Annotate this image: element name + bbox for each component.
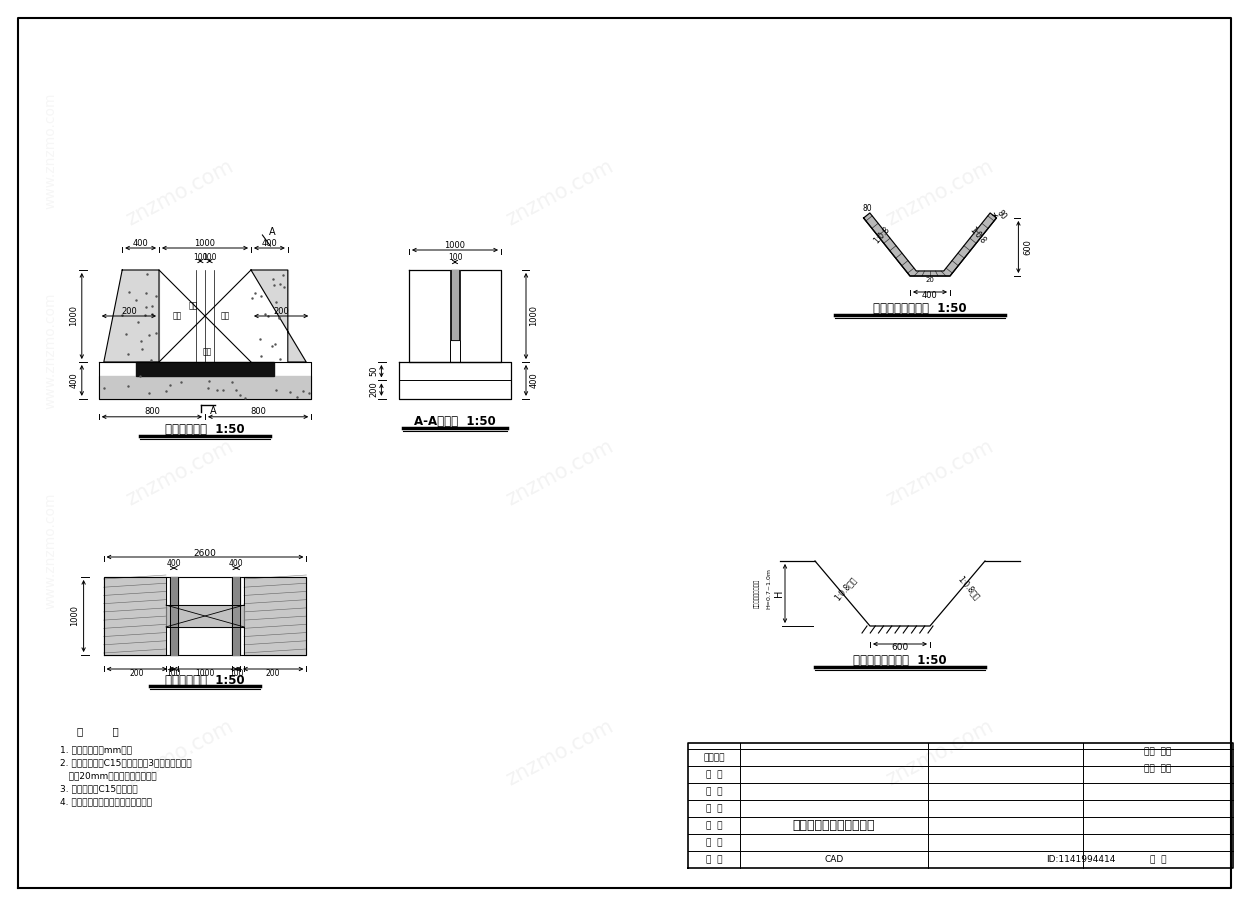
Text: 400: 400	[132, 239, 149, 248]
Text: 渠道开挖横断面图  1:50: 渠道开挖横断面图 1:50	[853, 654, 947, 668]
Text: 1000: 1000	[70, 605, 79, 627]
Text: 闸门: 闸门	[189, 302, 197, 311]
Text: CAD: CAD	[824, 855, 843, 864]
Text: 4. 工程施工应按有关规范要求施工。: 4. 工程施工应按有关规范要求施工。	[60, 797, 152, 806]
Text: H=0.7~1.0m: H=0.7~1.0m	[767, 568, 772, 609]
Text: 800: 800	[144, 408, 160, 416]
Text: 80: 80	[994, 209, 1008, 222]
Text: 800: 800	[250, 408, 266, 416]
Text: 设计证号: 设计证号	[703, 753, 724, 762]
Text: 尺寸视具体情况而定: 尺寸视具体情况而定	[754, 579, 759, 608]
Text: 400: 400	[530, 372, 538, 389]
Text: 3. 挡土墙采用C15混凝土。: 3. 挡土墙采用C15混凝土。	[60, 784, 137, 793]
Text: 400: 400	[922, 292, 938, 301]
Text: 1:0.8坡线: 1:0.8坡线	[955, 574, 980, 602]
Text: 2. 渠道衬砂采用C15混凝土，每3米设一伸缩缝，: 2. 渠道衬砂采用C15混凝土，每3米设一伸缩缝，	[60, 758, 191, 767]
Text: 200: 200	[274, 306, 289, 315]
Text: 缝宽20mm，用沥青杆板剥缝。: 缝宽20mm，用沥青杆板剥缝。	[60, 771, 156, 780]
Text: 设  计: 设 计	[706, 787, 722, 796]
Text: 说         明: 说 明	[77, 726, 119, 736]
Polygon shape	[136, 362, 274, 376]
Text: 进水闸剪面图  1:50: 进水闸剪面图 1:50	[165, 423, 245, 437]
Text: znzmo.com: znzmo.com	[122, 437, 237, 510]
Text: ID:1141994414: ID:1141994414	[1045, 855, 1115, 864]
Text: 200: 200	[121, 306, 137, 315]
Text: 400: 400	[261, 239, 277, 248]
Text: znzmo.com: znzmo.com	[503, 437, 617, 510]
Text: 1:0.8: 1:0.8	[968, 226, 988, 246]
Text: 水陡小水工程平面布置图: 水陡小水工程平面布置图	[793, 819, 876, 832]
Text: A: A	[210, 406, 216, 416]
Text: 制  图: 制 图	[706, 770, 722, 779]
Text: www.znzmo.com: www.znzmo.com	[42, 493, 57, 609]
Text: www.znzmo.com: www.znzmo.com	[42, 293, 57, 409]
Text: znzmo.com: znzmo.com	[503, 157, 617, 230]
Text: 100: 100	[447, 254, 462, 263]
Text: 施工  阶段: 施工 阶段	[1144, 764, 1172, 773]
Text: 600: 600	[892, 643, 908, 652]
Polygon shape	[863, 213, 997, 276]
Text: 1:0.8坡线: 1:0.8坡线	[833, 574, 858, 602]
Text: 100: 100	[202, 253, 217, 262]
Text: 200: 200	[266, 669, 281, 678]
Text: 200: 200	[130, 669, 144, 678]
Polygon shape	[166, 605, 244, 627]
Text: znzmo.com: znzmo.com	[503, 717, 617, 790]
Text: www.znzmo.com: www.znzmo.com	[42, 92, 57, 209]
Text: A-A剪面图  1:50: A-A剪面图 1:50	[415, 415, 496, 429]
Text: znzmo.com: znzmo.com	[883, 717, 997, 790]
Text: 600: 600	[1023, 239, 1032, 255]
Polygon shape	[99, 376, 311, 399]
Text: 核  定: 核 定	[706, 838, 722, 847]
Text: znzmo.com: znzmo.com	[883, 157, 997, 230]
Text: 1000: 1000	[530, 305, 538, 326]
Text: znzmo.com: znzmo.com	[122, 157, 237, 230]
Text: 1000: 1000	[69, 305, 79, 326]
Text: 400: 400	[229, 560, 244, 568]
Text: 闸槽: 闸槽	[172, 312, 181, 321]
Text: 闸槽: 闸槽	[202, 348, 211, 356]
Text: 水工  部分: 水工 部分	[1144, 747, 1172, 756]
Text: 1. 本图尺寸均以mm计。: 1. 本图尺寸均以mm计。	[60, 745, 132, 754]
Polygon shape	[232, 577, 240, 655]
Text: 图  号: 图 号	[1150, 855, 1167, 864]
Polygon shape	[104, 270, 159, 362]
Text: H: H	[774, 590, 784, 597]
Text: 闸槽: 闸槽	[220, 312, 230, 321]
Polygon shape	[104, 577, 166, 655]
Text: 2600: 2600	[194, 548, 216, 557]
Polygon shape	[251, 270, 306, 362]
Text: A: A	[269, 227, 276, 237]
Text: 400: 400	[166, 560, 181, 568]
Text: 1000: 1000	[195, 669, 215, 678]
Text: 200: 200	[368, 381, 378, 398]
Polygon shape	[244, 577, 306, 655]
Text: 100: 100	[229, 669, 244, 678]
Polygon shape	[451, 270, 458, 340]
Text: 渠道衬砂横断面图  1:50: 渠道衬砂横断面图 1:50	[873, 303, 967, 315]
Text: 50: 50	[368, 366, 378, 377]
Text: 1000: 1000	[195, 239, 216, 248]
Text: 80: 80	[862, 204, 872, 213]
Text: 1000: 1000	[445, 242, 466, 250]
Text: znzmo.com: znzmo.com	[122, 717, 237, 790]
Text: 20: 20	[926, 277, 934, 283]
Text: 100: 100	[194, 253, 207, 262]
Text: 100: 100	[166, 669, 181, 678]
Text: 进水闸平面图  1:50: 进水闸平面图 1:50	[165, 673, 245, 687]
Text: 审  查: 审 查	[706, 821, 722, 830]
Text: 1:0.8: 1:0.8	[872, 226, 892, 246]
Polygon shape	[170, 577, 177, 655]
Text: 400: 400	[69, 372, 79, 389]
Text: znzmo.com: znzmo.com	[883, 437, 997, 510]
Text: 核  校: 核 校	[706, 804, 722, 813]
Text: 批  准: 批 准	[706, 855, 722, 864]
